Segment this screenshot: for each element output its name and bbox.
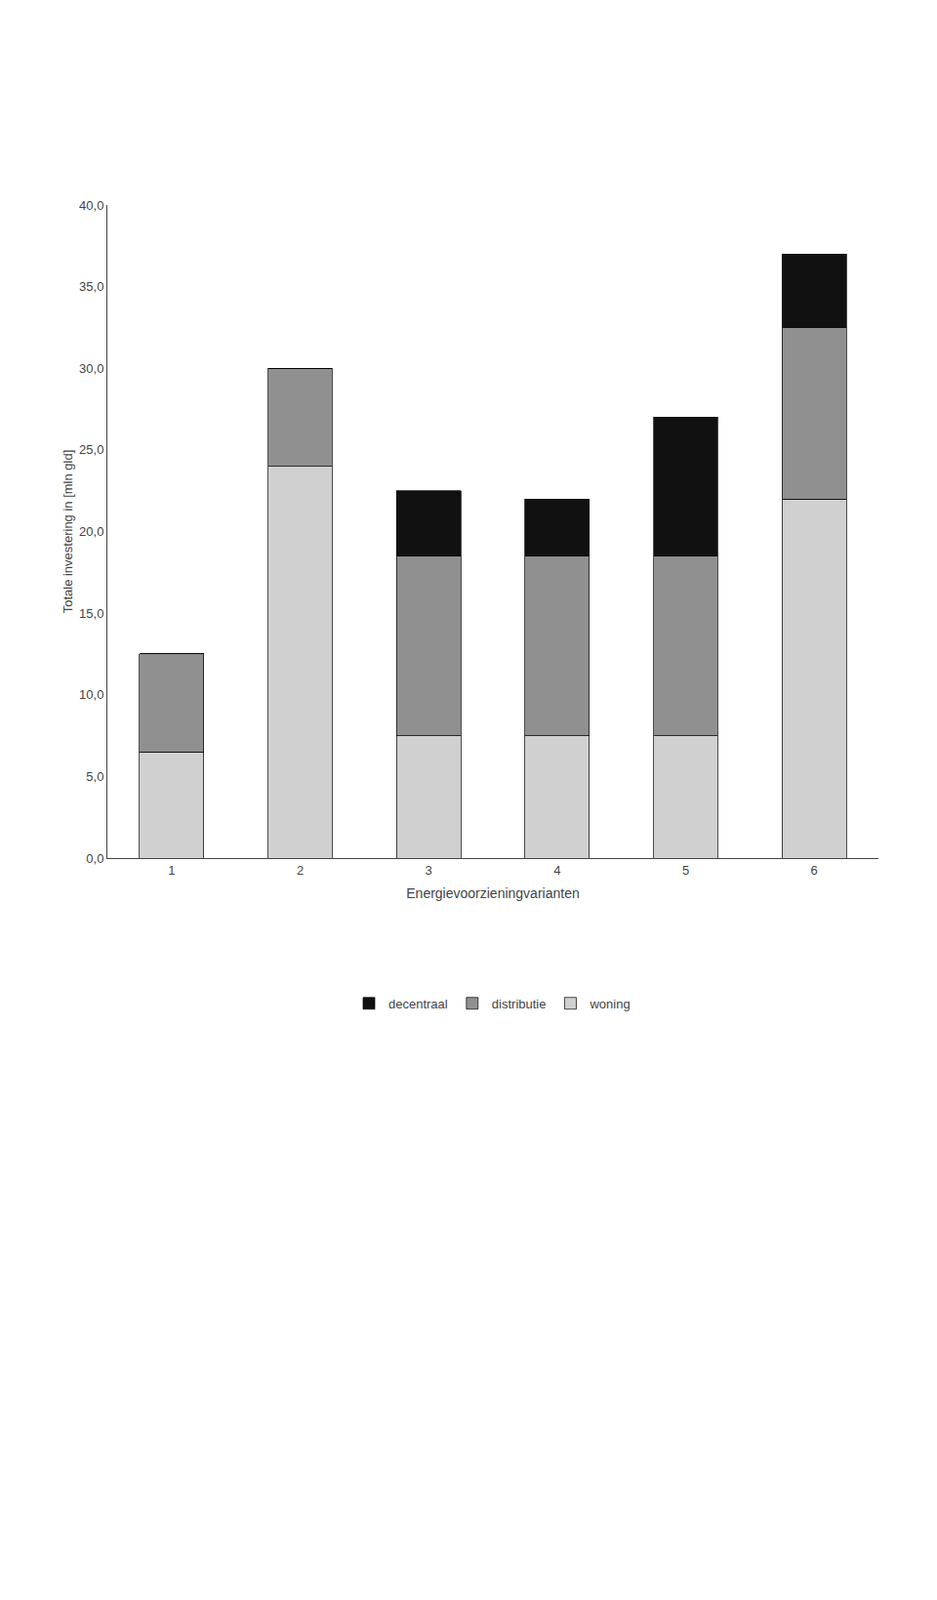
- svg-text:25,0: 25,0: [79, 442, 104, 457]
- svg-text:6: 6: [811, 862, 818, 878]
- svg-text:10,0: 10,0: [79, 687, 104, 702]
- svg-text:woning: woning: [588, 996, 630, 1012]
- svg-text:5: 5: [682, 862, 690, 878]
- svg-text:30,0: 30,0: [79, 361, 104, 376]
- svg-text:Totale investering in [mln gld: Totale investering in [mln gld]: [60, 449, 76, 614]
- svg-text:decentraal: decentraal: [388, 996, 449, 1012]
- svg-text:5,0: 5,0: [85, 769, 104, 784]
- svg-text:40,0: 40,0: [79, 198, 104, 213]
- svg-text:15,0: 15,0: [79, 606, 104, 621]
- svg-text:20,0: 20,0: [79, 524, 104, 539]
- svg-text:0,0: 0,0: [85, 851, 104, 866]
- svg-text:Energievoorzieningvarianten: Energievoorzieningvarianten: [406, 885, 579, 901]
- svg-text:35,0: 35,0: [79, 279, 104, 294]
- svg-text:4: 4: [553, 862, 561, 878]
- svg-text:1: 1: [167, 862, 175, 878]
- svg-text:distributie: distributie: [491, 996, 547, 1012]
- svg-text:2: 2: [296, 862, 304, 878]
- svg-text:3: 3: [425, 862, 433, 878]
